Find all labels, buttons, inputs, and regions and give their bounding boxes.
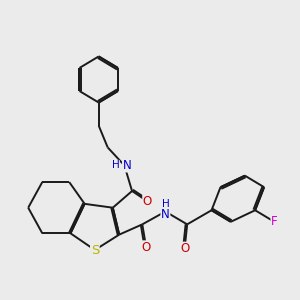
- Text: N: N: [161, 208, 170, 220]
- Text: F: F: [271, 215, 278, 228]
- Text: N: N: [122, 159, 131, 172]
- Text: H: H: [161, 199, 169, 209]
- Text: O: O: [143, 195, 152, 208]
- Text: S: S: [91, 244, 99, 256]
- Text: O: O: [142, 241, 151, 254]
- Text: H: H: [112, 160, 119, 170]
- Text: O: O: [180, 242, 189, 255]
